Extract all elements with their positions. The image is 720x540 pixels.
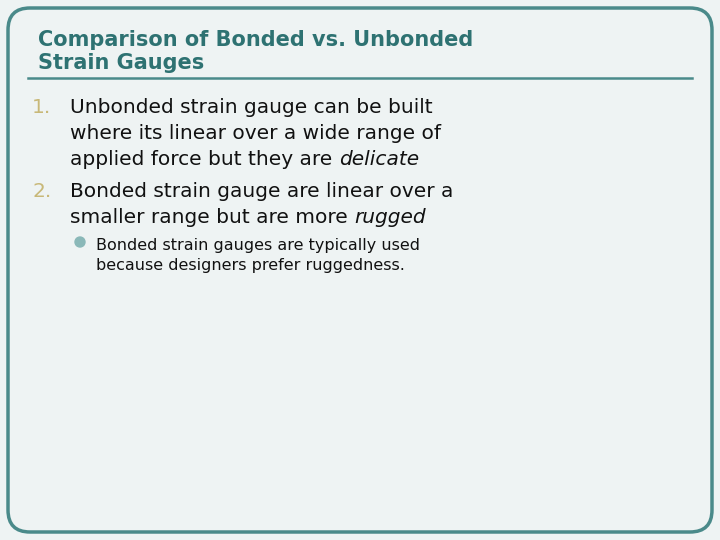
Text: 1.: 1. (32, 98, 51, 117)
Text: rugged: rugged (354, 208, 426, 227)
Text: Bonded strain gauge are linear over a: Bonded strain gauge are linear over a (70, 182, 454, 201)
Text: Unbonded strain gauge can be built: Unbonded strain gauge can be built (70, 98, 433, 117)
Text: delicate: delicate (338, 150, 419, 169)
Text: where its linear over a wide range of: where its linear over a wide range of (70, 124, 441, 143)
Text: 2.: 2. (32, 182, 51, 201)
Circle shape (75, 237, 85, 247)
Text: Comparison of Bonded vs. Unbonded: Comparison of Bonded vs. Unbonded (38, 30, 473, 50)
Text: applied force but they are: applied force but they are (70, 150, 338, 169)
FancyBboxPatch shape (8, 8, 712, 532)
Text: Bonded strain gauges are typically used: Bonded strain gauges are typically used (96, 238, 420, 253)
Text: Strain Gauges: Strain Gauges (38, 53, 204, 73)
Text: smaller range but are more: smaller range but are more (70, 208, 354, 227)
Text: because designers prefer ruggedness.: because designers prefer ruggedness. (96, 258, 405, 273)
